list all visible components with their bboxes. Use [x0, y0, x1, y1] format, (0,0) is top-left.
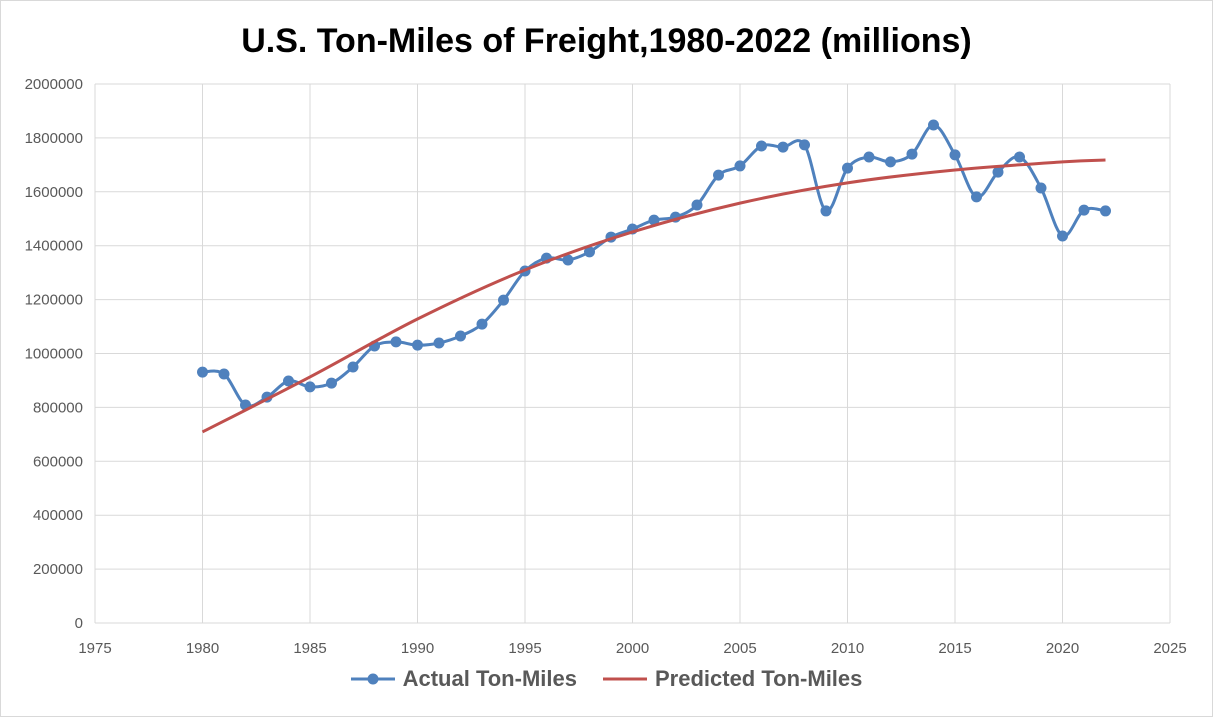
legend-label-predicted: Predicted Ton-Miles: [654, 666, 863, 691]
data-point: [906, 148, 918, 160]
y-tick-label: 1600000: [25, 184, 83, 201]
y-tick-label: 2000000: [25, 76, 83, 93]
data-point: [799, 139, 810, 151]
x-tick-label: 1980: [186, 640, 219, 657]
legend: Actual Ton-Miles Predicted Ton-Miles: [0, 666, 1213, 692]
data-point: [691, 199, 703, 211]
data-point: [928, 119, 939, 131]
x-tick-label: 1975: [78, 640, 111, 657]
data-point: [1014, 151, 1025, 163]
y-tick-label: 1200000: [25, 292, 83, 309]
y-tick-label: 400000: [33, 507, 83, 524]
legend-marker-actual: [350, 673, 395, 685]
x-tick-label: 2005: [723, 640, 756, 657]
y-axis-ticks: 0 200000 400000 600000 800000 1000000 1200000 1…: [25, 76, 83, 632]
x-tick-label: 1985: [293, 640, 326, 657]
x-tick-label: 2025: [1153, 640, 1186, 657]
y-tick-label: 600000: [33, 453, 83, 470]
x-axis-ticks: 1975 1980 1985 1990 1995 2000 2005 2010 2015 2020…: [78, 640, 1186, 657]
x-tick-label: 1995: [508, 640, 541, 657]
data-point: [1100, 205, 1111, 217]
data-point: [756, 140, 767, 152]
x-tick-label: 2000: [616, 640, 649, 657]
data-point: [863, 151, 875, 163]
data-point: [949, 149, 961, 161]
data-point: [777, 141, 789, 153]
data-point: [562, 254, 574, 266]
legend-item-actual: Actual Ton-Miles: [350, 666, 577, 692]
data-point: [1057, 230, 1068, 242]
data-point: [433, 337, 445, 349]
data-point: [347, 361, 359, 373]
data-point: [197, 366, 208, 378]
data-point: [713, 169, 724, 181]
data-point: [842, 162, 853, 174]
series-actual-ton-miles: [197, 119, 1111, 411]
data-point: [820, 205, 832, 217]
chart-title: U.S. Ton-Miles of Freight,1980-2022 (mil…: [241, 22, 972, 60]
data-point: [390, 336, 402, 348]
y-tick-label: 1800000: [25, 130, 83, 147]
data-point: [971, 191, 982, 203]
data-point: [1078, 204, 1090, 216]
x-tick-label: 2010: [831, 640, 864, 657]
data-point: [584, 246, 595, 258]
data-point: [326, 377, 337, 389]
data-point: [1035, 182, 1047, 194]
y-tick-label: 0: [75, 615, 83, 632]
y-tick-label: 1400000: [25, 238, 83, 255]
data-point: [218, 368, 230, 380]
x-tick-label: 2020: [1046, 640, 1079, 657]
y-tick-label: 200000: [33, 561, 83, 578]
data-point: [476, 318, 488, 330]
gridlines: [94, 83, 1171, 624]
x-tick-label: 1990: [401, 640, 434, 657]
data-point: [734, 160, 746, 172]
data-point: [992, 166, 1004, 178]
x-tick-label: 2015: [938, 640, 971, 657]
data-point: [412, 339, 423, 351]
legend-marker-predicted: [602, 677, 647, 681]
legend-label-actual: Actual Ton-Miles: [402, 666, 577, 691]
data-point: [648, 214, 660, 226]
y-tick-label: 800000: [33, 399, 83, 416]
data-point: [283, 375, 294, 387]
series-line: [201, 158, 1106, 434]
series-layer: [197, 119, 1111, 434]
data-point: [498, 294, 509, 306]
data-point: [885, 156, 896, 168]
series-predicted-ton-miles: [201, 158, 1106, 434]
data-point: [455, 330, 466, 342]
legend-item-predicted: Predicted Ton-Miles: [602, 666, 863, 692]
data-point: [304, 381, 316, 393]
y-tick-label: 1000000: [25, 346, 83, 363]
